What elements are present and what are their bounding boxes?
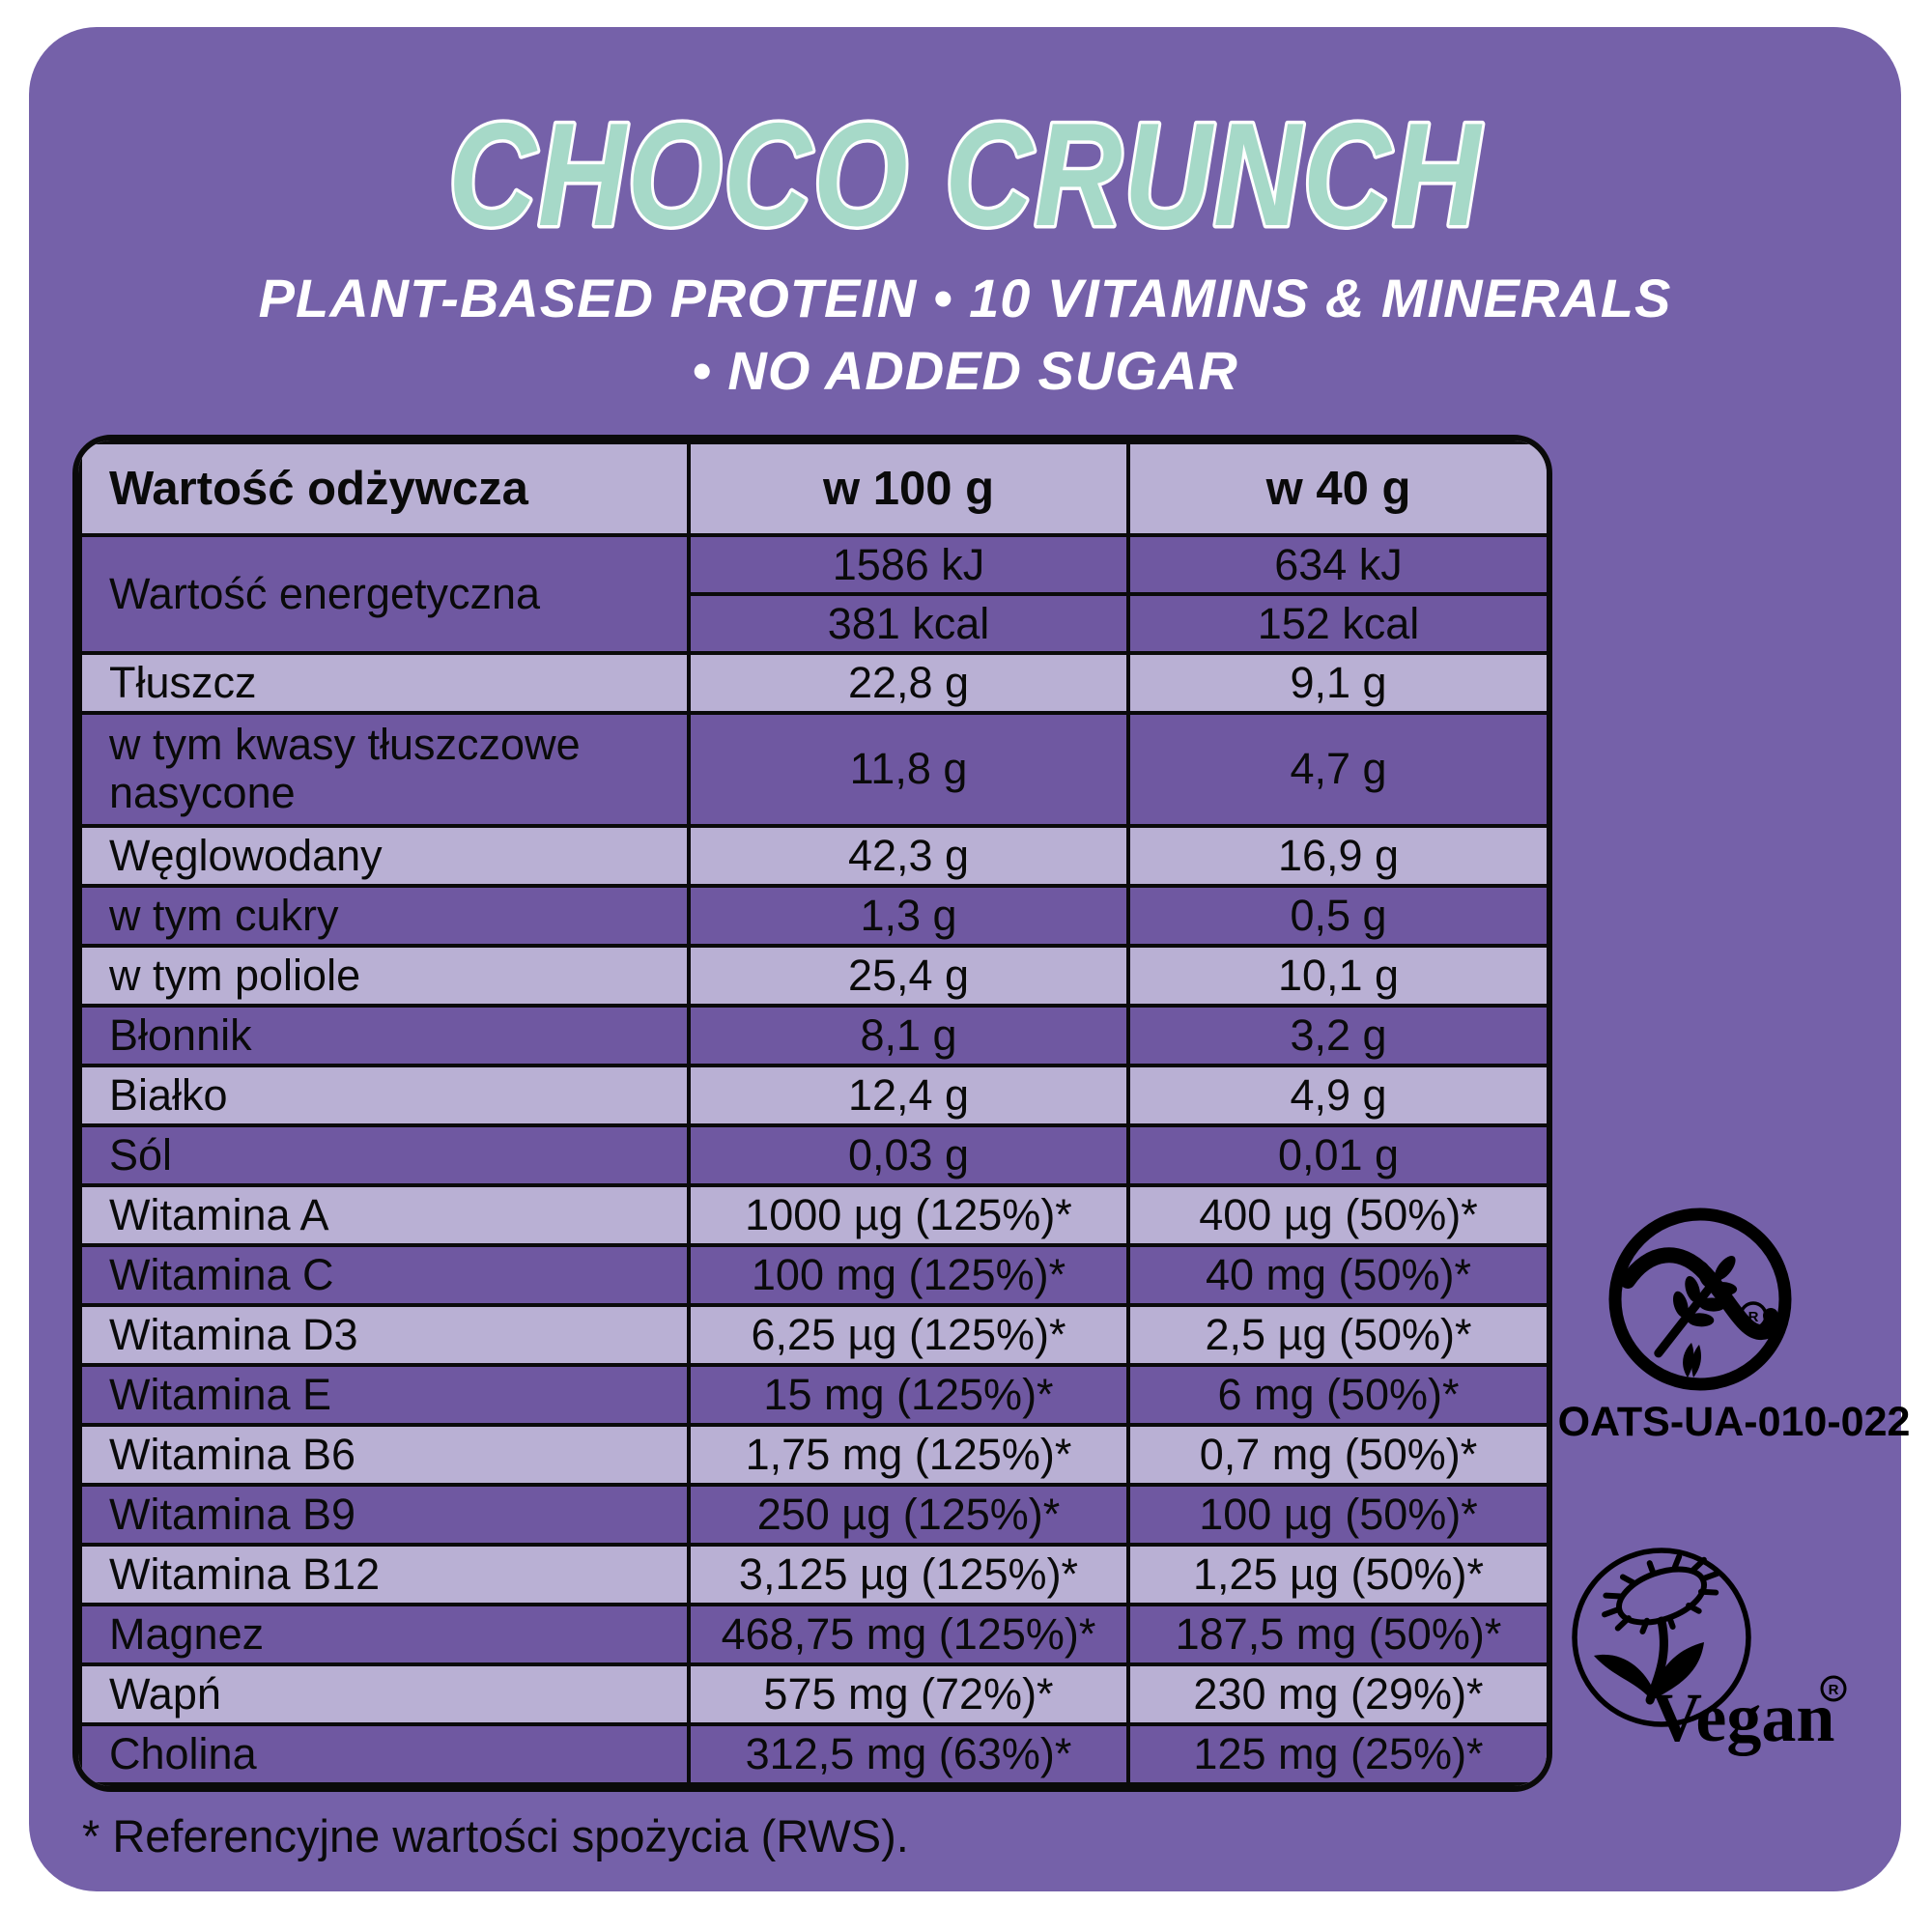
value-100g: 12,4 g: [687, 1063, 1130, 1127]
row-label: Tłuszcz: [78, 651, 691, 715]
value-100g: 100 mg (125%)*: [687, 1242, 1130, 1307]
value-40g: 4,7 g: [1126, 711, 1547, 828]
registered-mark-vegan: R: [1829, 1682, 1839, 1698]
nutrition-table: Wartość odżywcza w 100 g w 40 g Wartość …: [72, 435, 1552, 1792]
value-100g: 1000 µg (125%)*: [687, 1182, 1130, 1247]
value-100g: 11,8 g: [687, 711, 1130, 828]
table-row: Witamina B9 250 µg (125%)* 100 µg (50%)*: [78, 1482, 1547, 1547]
value-40g: 125 mg (25%)*: [1126, 1721, 1547, 1786]
table-row: Witamina B12 3,125 µg (125%)* 1,25 µg (50%…: [78, 1542, 1547, 1606]
value-100g: 3,125 µg (125%)*: [687, 1542, 1130, 1606]
row-label: Węglowodany: [78, 823, 691, 888]
value-40g: 0,5 g: [1126, 883, 1547, 948]
value-40g: 3,2 g: [1126, 1003, 1547, 1067]
table-row: Tłuszcz 22,8 g 9,1 g: [78, 651, 1547, 715]
value-100g: 22,8 g: [687, 651, 1130, 715]
table-row: w tym poliole 25,4 g 10,1 g: [78, 943, 1547, 1008]
row-label: w tym poliole: [78, 943, 691, 1008]
value-100g: 575 mg (72%)*: [687, 1662, 1130, 1726]
label-card: CHOCO CRUNCH PLANT-BASED PROTEIN • 10 VI…: [29, 27, 1910, 1891]
row-label: Błonnik: [78, 1003, 691, 1067]
value-100g: 1586 kJ: [687, 533, 1130, 596]
row-label: Białko: [78, 1063, 691, 1127]
value-100g: 6,25 µg (125%)*: [687, 1302, 1130, 1367]
table-row: w tym cukry 1,3 g 0,5 g: [78, 883, 1547, 948]
value-40g: 1,25 µg (50%)*: [1126, 1542, 1547, 1606]
value-40g: 6 mg (50%)*: [1126, 1362, 1547, 1427]
column-header-per-100g: w 100 g: [687, 440, 1130, 537]
footnote-rws: * Referencyjne wartości spożycia (RWS).: [82, 1810, 909, 1861]
row-label: Wartość energetyczna: [78, 533, 691, 655]
value-40g: 2,5 µg (50%)*: [1126, 1302, 1547, 1367]
value-40g: 0,7 mg (50%)*: [1126, 1422, 1547, 1487]
table-row: Witamina D3 6,25 µg (125%)* 2,5 µg (50%)*: [78, 1302, 1547, 1367]
row-label: Witamina A: [78, 1182, 691, 1247]
value-100g: 381 kcal: [687, 592, 1130, 655]
vegan-society-icon: Vegan R: [1572, 1548, 1847, 1756]
table-row: Węglowodany 42,3 g 16,9 g: [78, 823, 1547, 888]
table-row: 381 kcal 152 kcal: [80, 592, 1547, 655]
nutrition-facts: Wartość odżywcza w 100 g w 40 g Wartość …: [78, 440, 1547, 1786]
value-100g: 468,75 mg (125%)*: [687, 1602, 1130, 1666]
vegan-word: Vegan: [1652, 1679, 1834, 1756]
row-label: w tym cukry: [78, 883, 691, 948]
value-40g: 152 kcal: [1126, 592, 1547, 655]
table-row: Cholina 312,5 mg (63%)* 125 mg (25%)*: [78, 1721, 1547, 1786]
value-40g: 100 µg (50%)*: [1126, 1482, 1547, 1547]
row-label: Witamina E: [78, 1362, 691, 1427]
row-label: Witamina B9: [78, 1482, 691, 1547]
value-100g: 1,3 g: [687, 883, 1130, 948]
table-row: Witamina B6 1,75 mg (125%)* 0,7 mg (50%)*: [78, 1422, 1547, 1487]
page-title: CHOCO CRUNCH: [448, 93, 1483, 257]
nutrition-table-body: Wartość energetyczna 1586 kJ 634 kJ 381 kca…: [78, 533, 1547, 1786]
table-row: Witamina C 100 mg (125%)* 40 mg (50%)*: [78, 1242, 1547, 1307]
gluten-free-certificate-code: OATS-UA-010-022: [1557, 1399, 1911, 1445]
subtitle-line-2: • NO ADDED SUGAR: [692, 340, 1238, 401]
value-40g: 4,9 g: [1126, 1063, 1547, 1127]
table-row: Magnez 468,75 mg (125%)* 187,5 mg (50%)*: [78, 1602, 1547, 1666]
value-100g: 15 mg (125%)*: [687, 1362, 1130, 1427]
row-label: Witamina B6: [78, 1422, 691, 1487]
value-40g: 40 mg (50%)*: [1126, 1242, 1547, 1307]
value-100g: 1,75 mg (125%)*: [687, 1422, 1130, 1487]
table-header-row: Wartość odżywcza w 100 g w 40 g: [78, 440, 1547, 537]
row-label: Wapń: [78, 1662, 691, 1726]
value-100g: 250 µg (125%)*: [687, 1482, 1130, 1547]
row-label: Witamina B12: [78, 1542, 691, 1606]
value-40g: 634 kJ: [1126, 533, 1547, 596]
value-40g: 187,5 mg (50%)*: [1126, 1602, 1547, 1666]
value-40g: 9,1 g: [1126, 651, 1547, 715]
row-label: Sól: [78, 1122, 691, 1187]
table-row: Witamina E 15 mg (125%)* 6 mg (50%)*: [78, 1362, 1547, 1427]
row-label: w tym kwasy tłuszczowe nasycone: [78, 711, 691, 828]
table-row: Wartość energetyczna 1586 kJ 634 kJ: [78, 533, 1547, 655]
value-40g: 230 mg (29%)*: [1126, 1662, 1547, 1726]
subtitle-line-1: PLANT-BASED PROTEIN • 10 VITAMINS & MINE…: [258, 268, 1672, 328]
value-40g: 16,9 g: [1126, 823, 1547, 888]
column-header-per-40g: w 40 g: [1126, 440, 1547, 537]
gluten-free-crossed-grain-icon: R: [1608, 1208, 1792, 1391]
row-label: Magnez: [78, 1602, 691, 1666]
product-title-art: CHOCO CRUNCH: [445, 90, 1485, 261]
value-40g: 400 µg (50%)*: [1126, 1182, 1547, 1247]
row-label: Witamina C: [78, 1242, 691, 1307]
table-row: Sól 0,03 g 0,01 g: [78, 1122, 1547, 1187]
row-label: Cholina: [78, 1721, 691, 1786]
registered-mark-gluten: R: [1748, 1309, 1759, 1325]
value-100g: 0,03 g: [687, 1122, 1130, 1187]
table-row: w tym kwasy tłuszczowe nasycone 11,8 g 4,7…: [78, 711, 1547, 828]
table-row: Błonnik 8,1 g 3,2 g: [78, 1003, 1547, 1067]
value-40g: 10,1 g: [1126, 943, 1547, 1008]
table-row: Witamina A 1000 µg (125%)* 400 µg (50%)*: [78, 1182, 1547, 1247]
table-row: Wapń 575 mg (72%)* 230 mg (29%)*: [78, 1662, 1547, 1726]
value-100g: 25,4 g: [687, 943, 1130, 1008]
value-100g: 312,5 mg (63%)*: [687, 1721, 1130, 1786]
value-100g: 8,1 g: [687, 1003, 1130, 1067]
value-40g: 0,01 g: [1126, 1122, 1547, 1187]
value-100g: 42,3 g: [687, 823, 1130, 888]
column-header-nutrient: Wartość odżywcza: [78, 440, 691, 537]
table-row: Białko 12,4 g 4,9 g: [78, 1063, 1547, 1127]
row-label: Witamina D3: [78, 1302, 691, 1367]
